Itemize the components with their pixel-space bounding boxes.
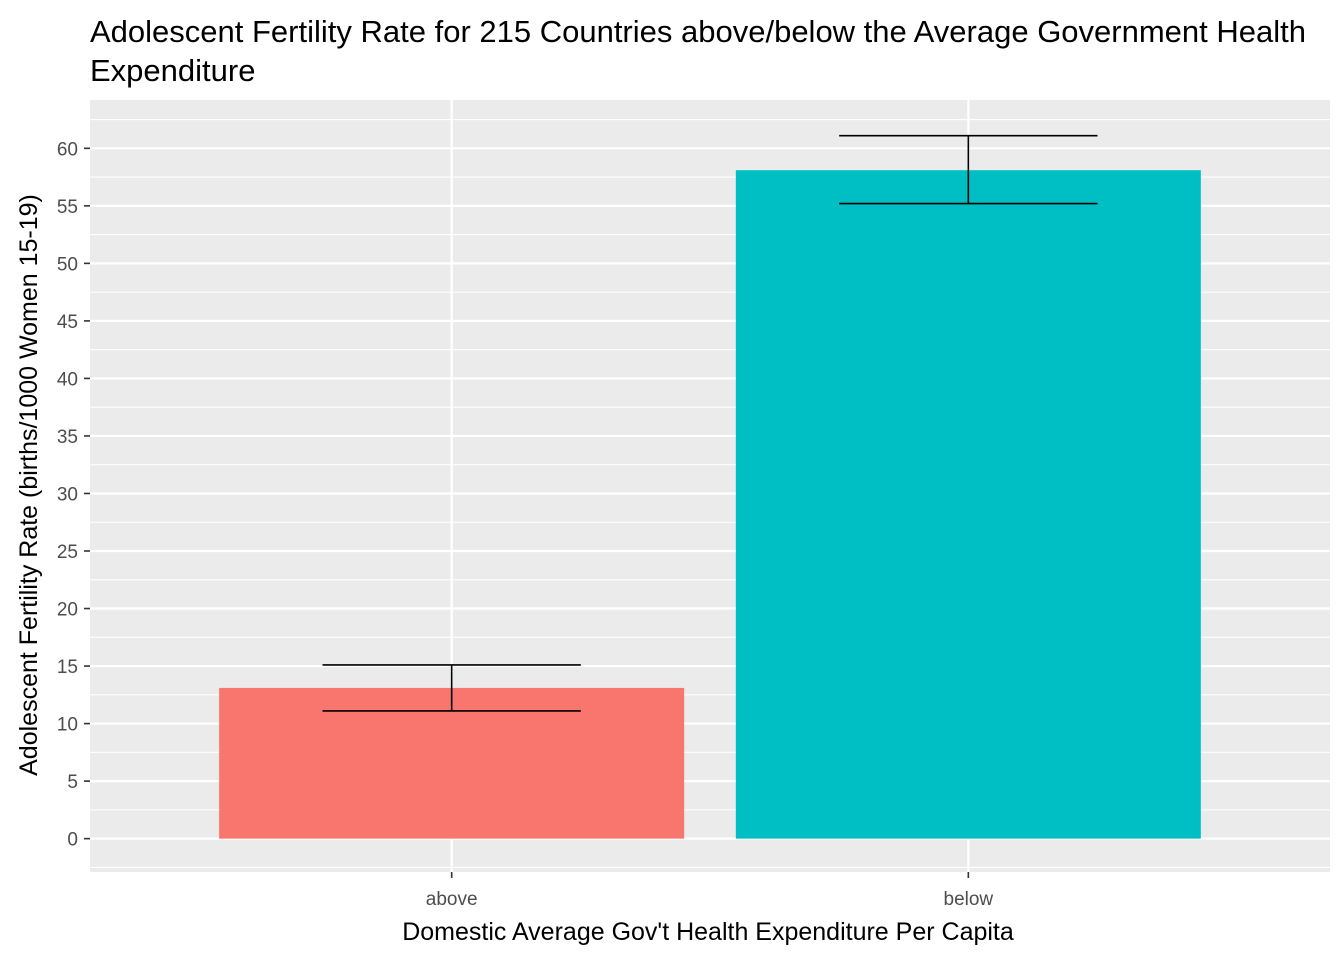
y-tick-label: 35: [57, 427, 78, 448]
y-axis-title: Adolescent Fertility Rate (births/1000 W…: [15, 194, 43, 776]
x-axis: above below: [426, 872, 994, 910]
y-tick-label: 10: [57, 715, 78, 736]
y-tick-label: 30: [57, 484, 78, 505]
error-bars: [322, 134, 1098, 712]
y-tick-label: 55: [57, 197, 78, 218]
y-tick-label: 5: [67, 772, 78, 793]
bar-below: [735, 170, 1201, 839]
y-tick-label: 40: [57, 369, 78, 390]
error-bar-above: [322, 664, 581, 712]
bars: [219, 170, 1201, 839]
y-tick-label: 20: [57, 600, 78, 621]
x-axis-title: Domestic Average Gov't Health Expenditur…: [402, 918, 1014, 946]
y-axis: 0 5 10 15 20 25 30 35 40 45 50 55 60: [57, 139, 90, 851]
y-tick-label: 60: [57, 139, 78, 160]
y-tick-label: 50: [57, 254, 78, 275]
x-tick-label: below: [944, 889, 994, 910]
x-tick-label: above: [426, 889, 478, 910]
y-tick-label: 0: [67, 830, 78, 851]
y-tick-label: 25: [57, 542, 78, 563]
y-tick-label: 15: [57, 657, 78, 678]
error-bar-below: [839, 134, 1098, 205]
bar-above: [219, 687, 685, 839]
chart-title: Adolescent Fertility Rate for 215 Countr…: [90, 14, 1306, 88]
y-tick-label: 45: [57, 312, 78, 333]
